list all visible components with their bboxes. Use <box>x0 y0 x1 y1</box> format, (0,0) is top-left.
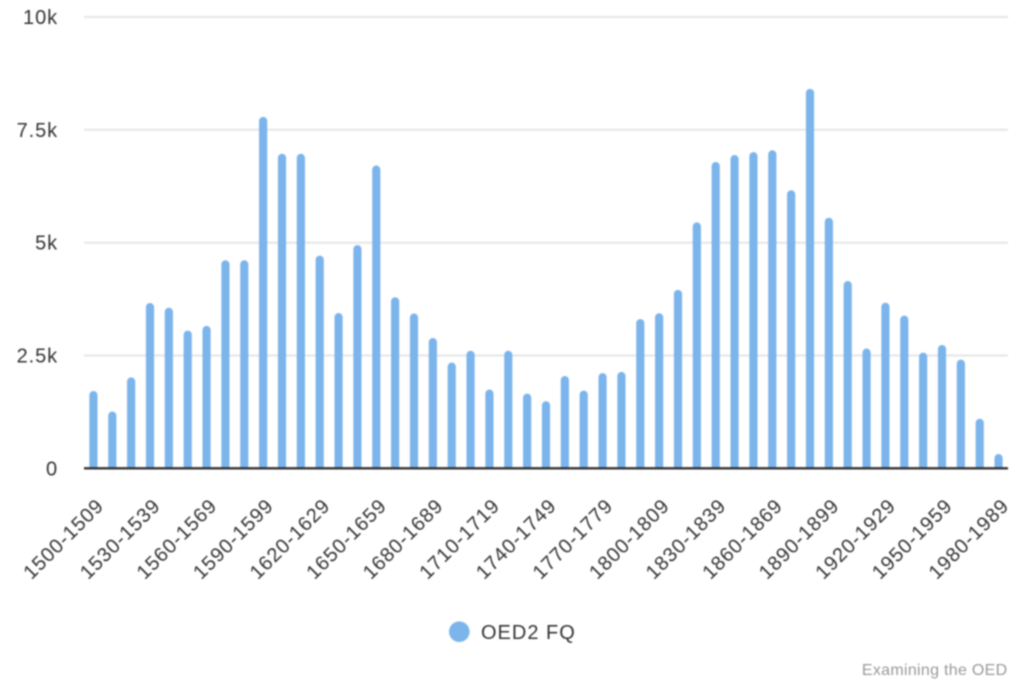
svg-text:10k: 10k <box>23 7 58 29</box>
svg-text:0: 0 <box>46 458 58 480</box>
svg-text:Examining the OED: Examining the OED <box>862 662 1008 679</box>
svg-text:OED2 FQ: OED2 FQ <box>481 622 576 644</box>
svg-text:5k: 5k <box>35 233 58 255</box>
svg-text:7.5k: 7.5k <box>17 120 59 142</box>
svg-text:2.5k: 2.5k <box>17 346 59 368</box>
